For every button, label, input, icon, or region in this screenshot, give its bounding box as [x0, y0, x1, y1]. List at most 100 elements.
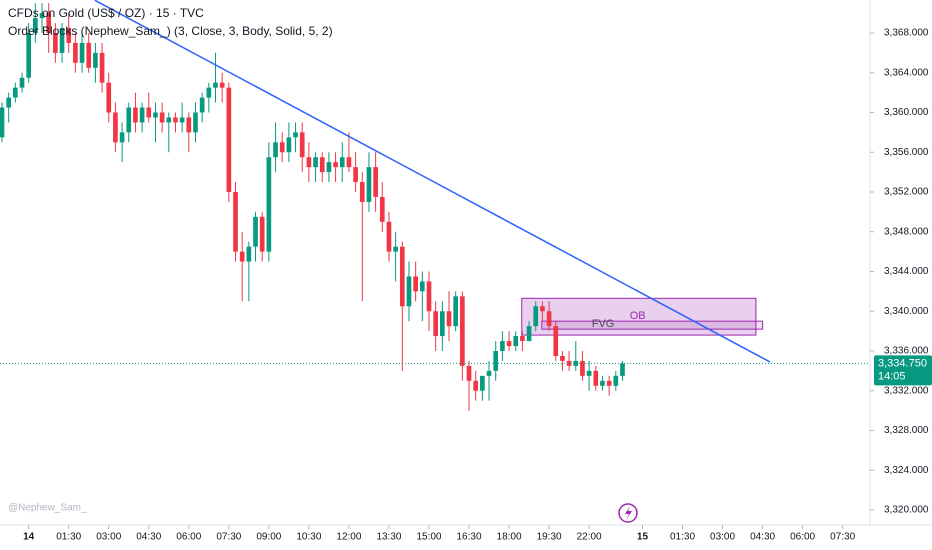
- candle-body: [6, 97, 12, 108]
- x-tick-label: 10:30: [296, 532, 321, 543]
- candle-body: [566, 360, 572, 366]
- candle-body: [46, 13, 52, 33]
- candle-body: [119, 132, 125, 143]
- y-tick-label: 3,328.000: [884, 425, 929, 436]
- y-tick-label: 3,320.000: [884, 505, 929, 516]
- indicator-label: Order Blocks (Nephew_Sam_) (3, Close, 3,…: [8, 24, 333, 38]
- candle-body: [73, 42, 78, 63]
- candle-body: [413, 276, 418, 292]
- candle-body: [273, 142, 278, 158]
- candle-body: [86, 42, 92, 68]
- candle-body: [239, 251, 245, 262]
- chart-title: CFDs on Gold (US$ / OZ) · 15 · TVC: [8, 6, 204, 20]
- candle-body: [440, 311, 445, 337]
- y-tick-label: 3,356.000: [884, 147, 929, 158]
- candle-body: [279, 142, 285, 153]
- candle-body: [93, 52, 98, 68]
- x-tick-label: 07:30: [830, 532, 855, 543]
- x-tick-label: 06:00: [176, 532, 201, 543]
- candle-body: [473, 380, 479, 391]
- candle-body: [546, 311, 552, 327]
- candle-body: [153, 112, 158, 118]
- candle-body: [580, 360, 585, 376]
- candle-body: [259, 216, 265, 252]
- ob-label: OB: [630, 310, 646, 322]
- last-price-tag: [874, 355, 932, 386]
- candle-body: [393, 246, 398, 252]
- x-tick-label: 04:30: [750, 532, 775, 543]
- candle-body: [233, 191, 238, 252]
- x-tick-label: 16:30: [457, 532, 482, 543]
- fvg-box: [541, 320, 764, 330]
- candle-body: [506, 341, 512, 347]
- candle-body: [99, 52, 105, 83]
- candle-body: [173, 117, 178, 123]
- candle-body: [379, 196, 385, 222]
- candle-body: [299, 132, 305, 158]
- trendline: [94, 0, 771, 363]
- candle-body: [213, 82, 218, 88]
- candle-body: [253, 216, 258, 247]
- candle-body: [433, 311, 439, 337]
- candle-body: [226, 87, 232, 192]
- x-tick-label: 03:00: [710, 532, 735, 543]
- y-tick-label: 3,344.000: [884, 266, 929, 277]
- candle-body: [199, 97, 205, 113]
- candle-body: [193, 112, 198, 133]
- x-tick-label: 04:30: [136, 532, 161, 543]
- candle-body: [159, 112, 165, 123]
- candle-body: [306, 157, 312, 168]
- x-tick-label: 15: [637, 532, 649, 543]
- candle-body: [319, 157, 325, 173]
- candle-body: [79, 42, 85, 63]
- plot-area: [0, 0, 771, 411]
- candle-body: [533, 306, 539, 327]
- y-tick-label: 3,360.000: [884, 107, 929, 118]
- candle-body: [573, 360, 579, 366]
- y-tick-label: 3,364.000: [884, 67, 929, 78]
- candle-body: [53, 32, 58, 53]
- x-tick-label: 15:00: [416, 532, 441, 543]
- candle-body: [373, 167, 378, 197]
- candle-body: [26, 32, 32, 78]
- fvg-label: FVG: [592, 318, 615, 330]
- candle-body: [59, 28, 65, 53]
- x-tick-label: 01:30: [56, 532, 81, 543]
- candle-body: [19, 77, 25, 88]
- candle-body: [326, 162, 332, 173]
- y-tick-label: 3,336.000: [884, 346, 929, 357]
- candle-body: [353, 167, 358, 183]
- candle-body: [186, 117, 192, 133]
- candle-body: [179, 117, 185, 123]
- last-price-label: 3,334.750: [878, 357, 927, 369]
- y-tick-label: 3,332.000: [884, 385, 929, 396]
- x-tick-label: 13:30: [376, 532, 401, 543]
- x-tick-label: 07:30: [216, 532, 241, 543]
- candle-body: [406, 276, 412, 307]
- candle-body: [346, 157, 352, 168]
- candle-body: [366, 167, 372, 202]
- y-tick-label: 3,368.000: [884, 28, 929, 39]
- candle-body: [293, 132, 298, 138]
- x-tick-label: 06:00: [790, 532, 815, 543]
- x-tick-label: 03:00: [96, 532, 121, 543]
- y-tick-label: 3,340.000: [884, 306, 929, 317]
- x-tick-label: 19:30: [537, 532, 562, 543]
- candle-body: [560, 355, 565, 361]
- y-tick-label: 3,348.000: [884, 226, 929, 237]
- candle-body: [419, 281, 425, 292]
- y-tick-label: 3,352.000: [884, 187, 929, 198]
- candle-body: [526, 326, 532, 342]
- events-icon[interactable]: [618, 503, 638, 523]
- candle-body: [500, 341, 505, 351]
- candle-body: [426, 281, 432, 312]
- watermark: @Nephew_Sam_: [8, 503, 87, 514]
- x-tick-label: 12:00: [336, 532, 361, 543]
- candle-body: [286, 137, 292, 153]
- candle-body: [359, 182, 365, 202]
- candle-body: [486, 370, 492, 376]
- candle-body: [540, 306, 545, 312]
- candle-body: [600, 380, 605, 386]
- candle-body: [106, 82, 112, 113]
